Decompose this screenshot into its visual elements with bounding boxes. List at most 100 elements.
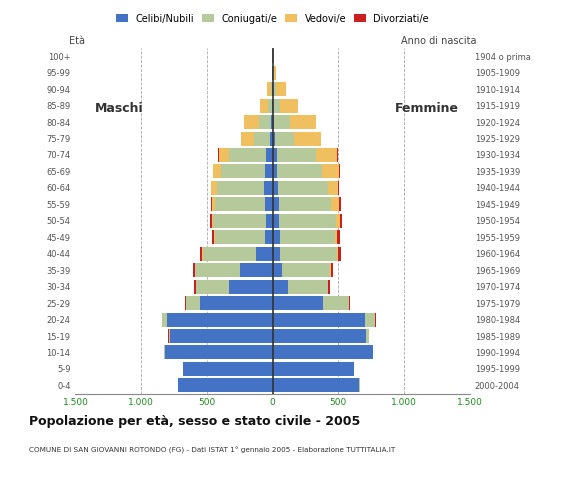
Bar [212,181,217,195]
Bar [288,280,328,294]
Bar [349,296,350,310]
Bar [336,214,340,228]
Text: COMUNE DI SAN GIOVANNI ROTONDO (FG) - Dati ISTAT 1° gennaio 2005 - Elaborazione : COMUNE DI SAN GIOVANNI ROTONDO (FG) - Da… [29,446,395,454]
Bar [271,82,272,96]
Bar [278,197,331,211]
Bar [240,263,273,277]
Bar [277,148,316,162]
Bar [211,197,212,211]
Bar [340,214,342,228]
Bar [267,82,271,96]
Bar [215,230,266,244]
Bar [273,280,288,294]
Bar [289,115,316,129]
Bar [219,148,229,162]
Bar [211,181,212,195]
Bar [328,181,338,195]
Bar [186,296,200,310]
Text: Maschi: Maschi [95,102,143,115]
Text: Femmine: Femmine [394,102,458,115]
Bar [241,132,254,145]
Bar [264,165,273,179]
Bar [331,263,333,277]
Bar [280,230,335,244]
Bar [274,132,294,145]
Bar [273,165,277,179]
Bar [273,66,274,80]
Bar [273,312,365,326]
Bar [365,312,375,326]
Bar [212,230,215,244]
Bar [281,247,337,261]
Bar [277,165,322,179]
Bar [212,197,215,211]
Bar [256,247,273,261]
Bar [273,378,360,392]
Bar [213,165,222,179]
Bar [337,247,338,261]
Bar [271,66,273,80]
Bar [273,49,274,63]
Bar [254,132,270,145]
Bar [278,181,328,195]
Bar [339,165,340,179]
Text: Popolazione per età, sesso e stato civile - 2005: Popolazione per età, sesso e stato civil… [29,415,360,428]
Bar [273,115,274,129]
Bar [264,181,273,195]
Bar [203,247,256,261]
Bar [273,181,278,195]
Bar [273,148,277,162]
Bar [273,263,282,277]
Bar [200,296,273,310]
Bar [210,214,212,228]
Bar [273,362,354,376]
Bar [193,263,194,277]
Bar [366,329,368,343]
Bar [274,115,289,129]
Bar [169,329,170,343]
Bar [273,82,276,96]
Bar [273,247,281,261]
Bar [202,247,203,261]
Bar [168,312,273,326]
Bar [372,346,373,360]
Bar [274,66,276,80]
Bar [218,148,219,162]
Bar [185,296,186,310]
Bar [337,230,340,244]
Bar [273,346,372,360]
Bar [337,148,338,162]
Bar [260,98,269,113]
Bar [170,329,273,343]
Bar [270,132,273,145]
Bar [269,98,271,113]
Bar [322,165,339,179]
Bar [328,280,330,294]
Bar [273,98,280,113]
Bar [212,214,213,228]
Bar [280,98,298,113]
Bar [229,280,273,294]
Bar [322,296,349,310]
Bar [194,280,196,294]
Bar [273,214,279,228]
Bar [282,263,331,277]
Bar [197,280,229,294]
Bar [271,98,273,113]
Bar [316,148,337,162]
Bar [178,378,273,392]
Bar [294,132,321,145]
Bar [331,197,339,211]
Bar [273,197,278,211]
Bar [339,197,340,211]
Bar [195,263,240,277]
Bar [164,346,165,360]
Bar [215,197,264,211]
Bar [183,362,273,376]
Bar [273,296,322,310]
Bar [162,312,168,326]
Text: Anno di nascita: Anno di nascita [401,36,476,47]
Bar [200,247,202,261]
Bar [273,230,280,244]
Bar [222,165,264,179]
